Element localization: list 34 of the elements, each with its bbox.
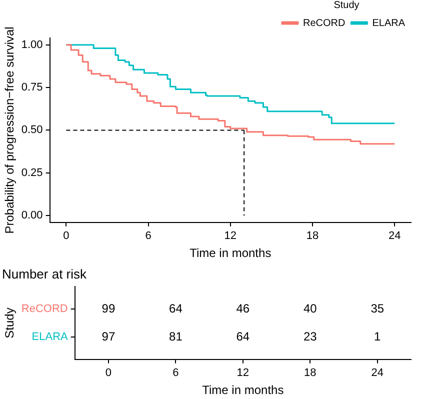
y-tick-label: 1.00 — [21, 38, 43, 51]
x-tick-label: 24 — [371, 367, 384, 380]
data-label: 40 — [303, 301, 318, 316]
x-tick-label: 18 — [306, 230, 319, 242]
x-tick-label: 0 — [105, 367, 112, 380]
data-label: 35 — [370, 301, 384, 316]
y-tick-label: 0.50 — [21, 124, 43, 136]
y-tick-label: ReCORD — [21, 303, 68, 316]
legend-label: ReCORD — [302, 18, 346, 29]
y-tick-label: 0.75 — [21, 82, 43, 94]
x-tick-label: 24 — [388, 230, 401, 242]
chart-title: Number at risk — [2, 266, 88, 282]
data-label: 1 — [374, 329, 382, 344]
x-axis-title: Time in months — [190, 246, 272, 260]
y-tick-label: 0.25 — [21, 166, 43, 179]
data-label: 99 — [102, 301, 116, 316]
y-axis-title: Study — [2, 308, 17, 338]
x-tick-label: 6 — [145, 230, 152, 242]
y-tick-label: 0.00 — [21, 210, 43, 222]
legend-label: ELARA — [372, 18, 406, 29]
x-tick-label: 12 — [236, 367, 250, 380]
y-axis-title: Probability of progression−free survival — [2, 26, 17, 234]
x-tick-label: 0 — [63, 230, 70, 242]
data-label: 81 — [169, 329, 183, 344]
x-tick-label: 6 — [172, 367, 179, 380]
data-label: 97 — [102, 329, 116, 344]
legend-title: Study — [334, 0, 360, 11]
data-label: 64 — [169, 301, 183, 316]
x-tick-label: 12 — [224, 230, 237, 242]
x-tick-label: 18 — [304, 367, 316, 380]
data-label: 46 — [236, 301, 250, 316]
x-axis-title: Time in months — [202, 383, 284, 398]
data-label: 23 — [303, 329, 318, 344]
data-label: 64 — [236, 329, 250, 344]
